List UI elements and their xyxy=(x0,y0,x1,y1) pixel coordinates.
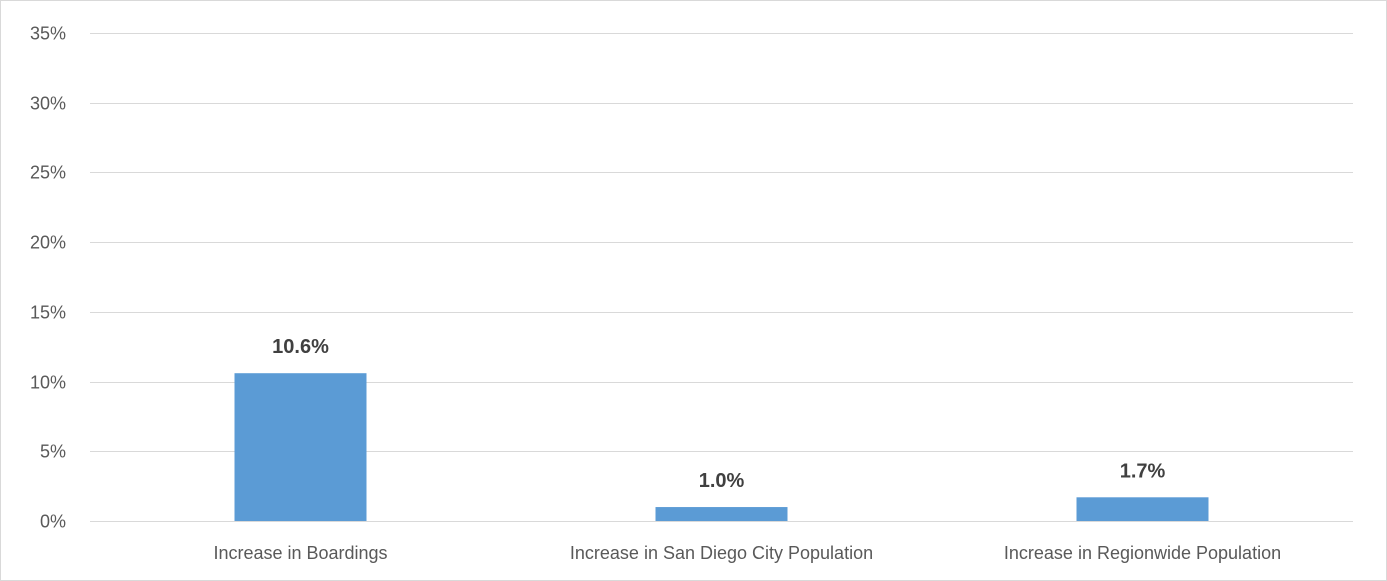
data-label: 10.6% xyxy=(272,336,329,358)
y-axis-ticks: 0% 5% 10% 15% 20% 25% 30% 35% xyxy=(30,24,66,532)
bars xyxy=(234,373,1209,521)
x-axis-categories: Increase in Boardings Increase in San Die… xyxy=(213,543,1281,563)
data-labels: 10.6% 1.0% 1.7% xyxy=(272,336,1165,492)
y-tick-label: 30% xyxy=(30,94,66,114)
y-tick-label: 0% xyxy=(40,512,66,532)
x-category-label: Increase in Regionwide Population xyxy=(1004,543,1281,563)
bar xyxy=(234,373,367,521)
data-label: 1.7% xyxy=(1120,460,1166,482)
bar xyxy=(1076,497,1209,521)
bar xyxy=(655,507,788,521)
y-tick-label: 15% xyxy=(30,303,66,323)
y-tick-label: 10% xyxy=(30,373,66,393)
y-tick-label: 5% xyxy=(40,442,66,462)
y-tick-label: 25% xyxy=(30,163,66,183)
x-category-label: Increase in San Diego City Population xyxy=(570,543,873,563)
data-label: 1.0% xyxy=(699,470,745,492)
y-tick-label: 35% xyxy=(30,24,66,44)
x-category-label: Increase in Boardings xyxy=(213,543,387,563)
y-tick-label: 20% xyxy=(30,233,66,253)
